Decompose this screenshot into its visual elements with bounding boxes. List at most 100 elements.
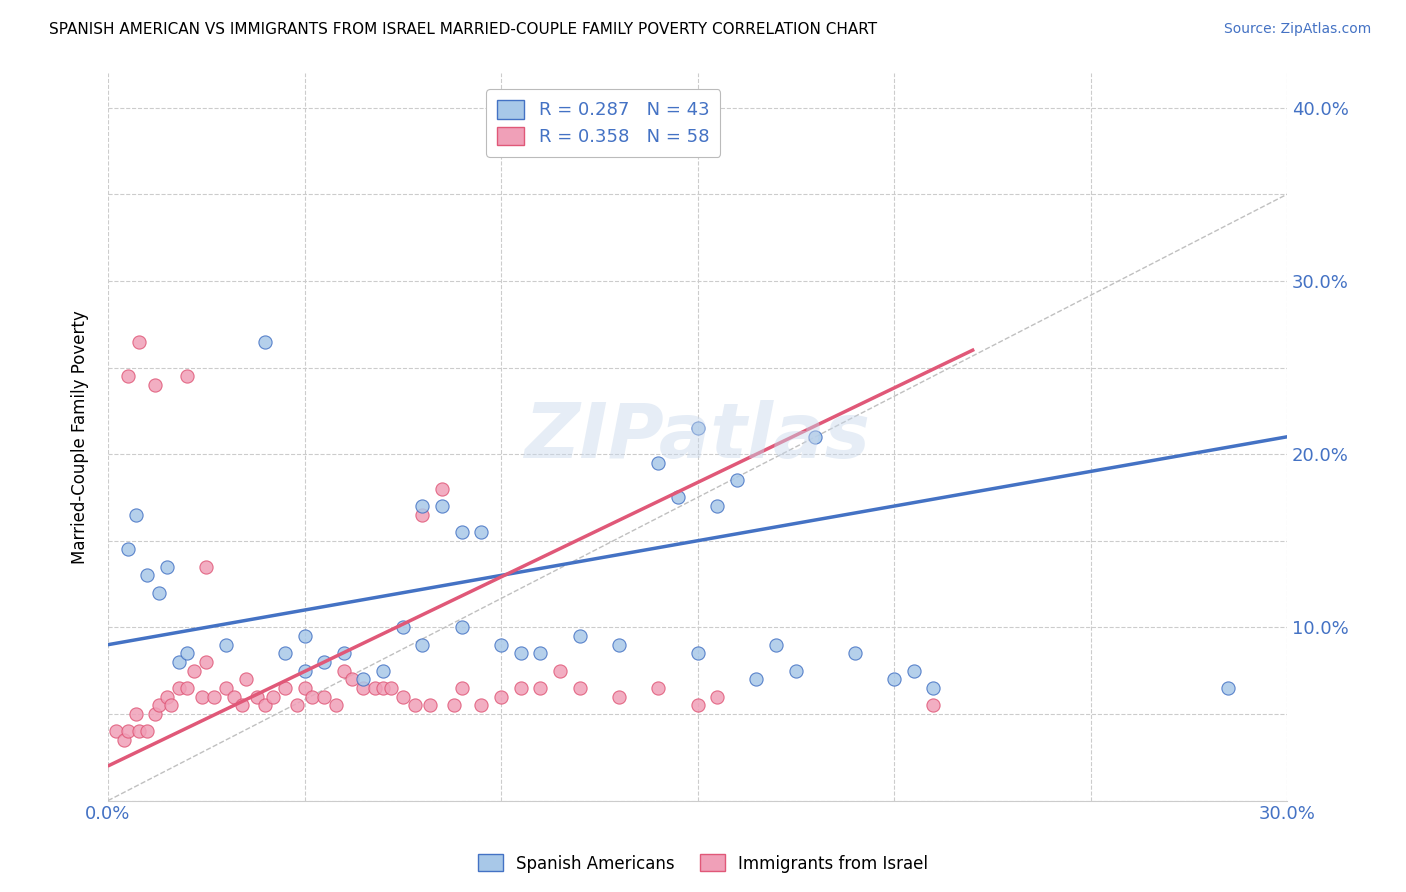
Point — [404, 698, 426, 713]
Point — [215, 681, 238, 695]
Point — [124, 508, 146, 522]
Point — [844, 646, 866, 660]
Point — [470, 525, 492, 540]
Point — [509, 681, 531, 695]
Point — [314, 655, 336, 669]
Point — [666, 491, 689, 505]
Point — [509, 646, 531, 660]
Point — [262, 690, 284, 704]
Point — [568, 629, 591, 643]
Point — [156, 690, 179, 704]
Point — [112, 733, 135, 747]
Point — [765, 638, 787, 652]
Point — [430, 482, 453, 496]
Point — [470, 698, 492, 713]
Point — [117, 369, 139, 384]
Point — [371, 664, 394, 678]
Point — [922, 698, 945, 713]
Point — [136, 568, 159, 582]
Point — [745, 673, 768, 687]
Point — [314, 690, 336, 704]
Point — [274, 681, 297, 695]
Point — [391, 620, 413, 634]
Point — [411, 638, 433, 652]
Point — [443, 698, 465, 713]
Point — [246, 690, 269, 704]
Point — [430, 499, 453, 513]
Point — [215, 638, 238, 652]
Point — [294, 629, 316, 643]
Point — [607, 638, 630, 652]
Point — [301, 690, 323, 704]
Point — [167, 655, 190, 669]
Point — [785, 664, 807, 678]
Point — [128, 334, 150, 349]
Point — [371, 681, 394, 695]
Point — [222, 690, 245, 704]
Point — [647, 456, 669, 470]
Point — [725, 473, 748, 487]
Point — [294, 664, 316, 678]
Point — [686, 646, 709, 660]
Point — [450, 620, 472, 634]
Y-axis label: Married-Couple Family Poverty: Married-Couple Family Poverty — [72, 310, 89, 564]
Point — [340, 673, 363, 687]
Point — [647, 681, 669, 695]
Point — [160, 698, 183, 713]
Point — [195, 559, 218, 574]
Point — [325, 698, 347, 713]
Point — [391, 690, 413, 704]
Point — [607, 690, 630, 704]
Point — [450, 681, 472, 695]
Point — [143, 377, 166, 392]
Legend: R = 0.287   N = 43, R = 0.358   N = 58: R = 0.287 N = 43, R = 0.358 N = 58 — [486, 89, 720, 157]
Point — [686, 698, 709, 713]
Point — [148, 698, 170, 713]
Point — [883, 673, 905, 687]
Point — [568, 681, 591, 695]
Point — [167, 681, 190, 695]
Point — [128, 724, 150, 739]
Point — [903, 664, 925, 678]
Point — [191, 690, 214, 704]
Text: Source: ZipAtlas.com: Source: ZipAtlas.com — [1223, 22, 1371, 37]
Point — [804, 430, 827, 444]
Point — [183, 664, 205, 678]
Point — [124, 706, 146, 721]
Point — [333, 664, 356, 678]
Text: SPANISH AMERICAN VS IMMIGRANTS FROM ISRAEL MARRIED-COUPLE FAMILY POVERTY CORRELA: SPANISH AMERICAN VS IMMIGRANTS FROM ISRA… — [49, 22, 877, 37]
Point — [254, 334, 277, 349]
Point — [419, 698, 441, 713]
Point — [686, 421, 709, 435]
Point — [176, 369, 198, 384]
Point — [353, 681, 375, 695]
Point — [143, 706, 166, 721]
Point — [202, 690, 225, 704]
Point — [353, 673, 375, 687]
Point — [117, 542, 139, 557]
Point — [450, 525, 472, 540]
Legend: Spanish Americans, Immigrants from Israel: Spanish Americans, Immigrants from Israe… — [471, 847, 935, 880]
Point — [364, 681, 387, 695]
Point — [148, 585, 170, 599]
Text: ZIPatlas: ZIPatlas — [524, 400, 870, 474]
Point — [489, 638, 512, 652]
Point — [548, 664, 571, 678]
Point — [489, 690, 512, 704]
Point — [136, 724, 159, 739]
Point — [380, 681, 402, 695]
Point — [285, 698, 308, 713]
Point — [254, 698, 277, 713]
Point — [706, 499, 728, 513]
Point — [176, 681, 198, 695]
Point — [294, 681, 316, 695]
Point — [235, 673, 257, 687]
Point — [529, 646, 551, 660]
Point — [195, 655, 218, 669]
Point — [117, 724, 139, 739]
Point — [231, 698, 253, 713]
Point — [529, 681, 551, 695]
Point — [333, 646, 356, 660]
Point — [411, 508, 433, 522]
Point — [156, 559, 179, 574]
